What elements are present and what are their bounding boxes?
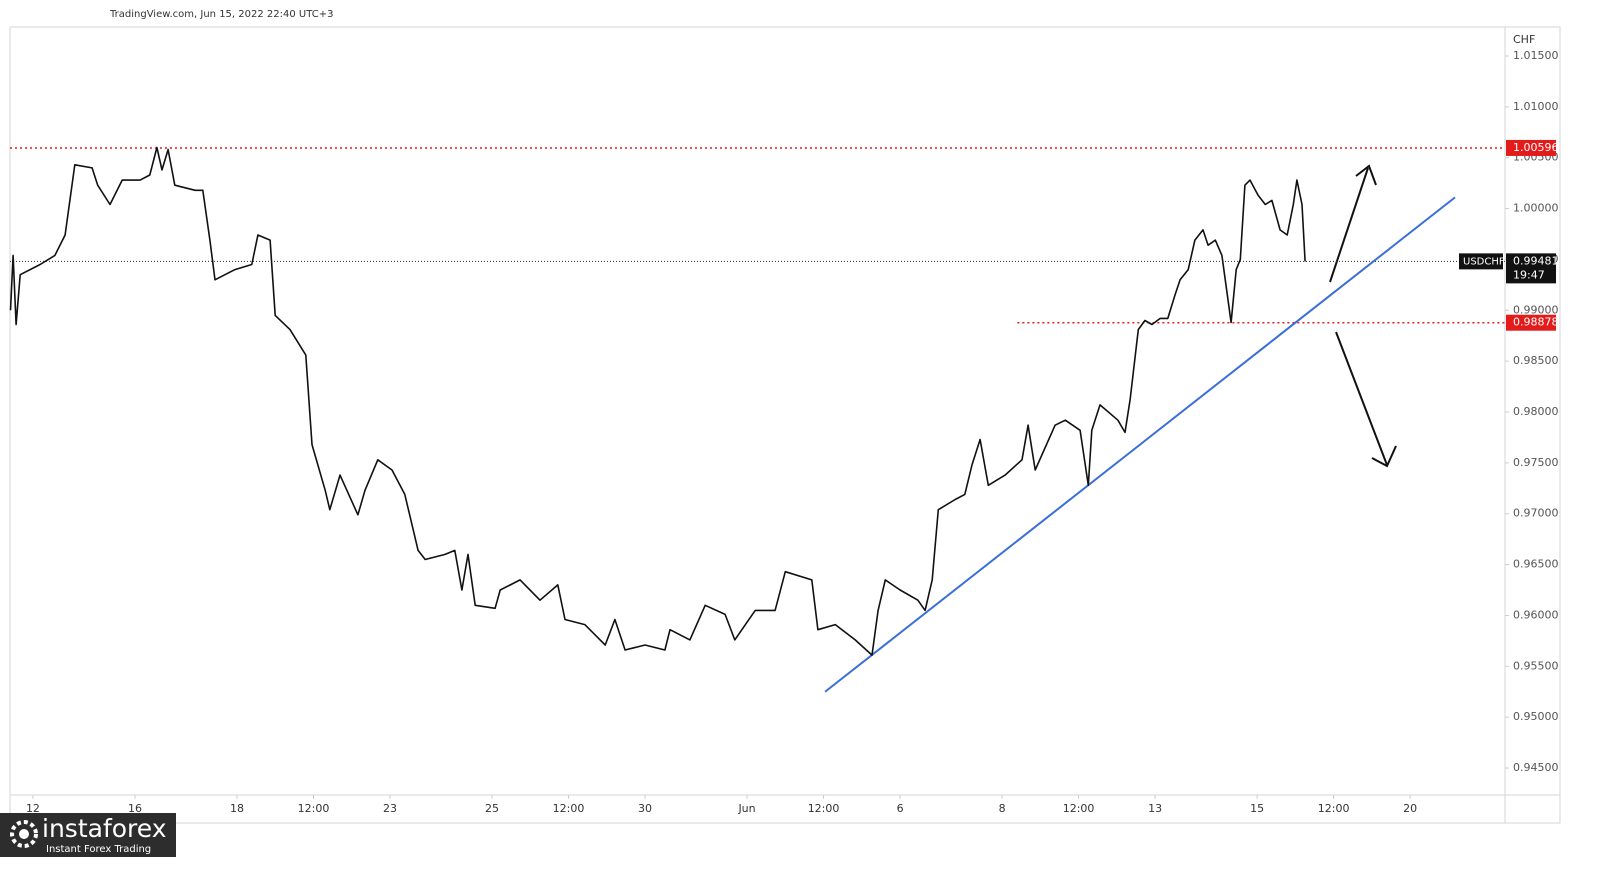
y-tick-label: 0.94500: [1513, 761, 1559, 774]
x-tick-label: Jun: [737, 802, 755, 815]
x-tick-label: 23: [383, 802, 397, 815]
x-tick-label: 16: [128, 802, 142, 815]
x-tick-label: 15: [1250, 802, 1264, 815]
y-tick-label: 0.95000: [1513, 710, 1559, 723]
y-tick-label: 0.99000: [1513, 303, 1559, 316]
trendline: [824, 196, 1456, 693]
price-line: [9, 146, 1306, 656]
support-label-bg: [1506, 314, 1556, 331]
y-tick-label: 1.01500: [1513, 49, 1559, 62]
y-tick-label: 0.95500: [1513, 659, 1559, 672]
x-tick-label: 30: [638, 802, 652, 815]
y-tick-label: 0.96500: [1513, 558, 1559, 571]
x-tick-label: 6: [897, 802, 904, 815]
y-tick-label: 1.01000: [1513, 100, 1559, 113]
x-tick-label: 25: [485, 802, 499, 815]
x-tick-label: 12:00: [1063, 802, 1095, 815]
x-tick-label: 12: [26, 802, 40, 815]
x-tick-label: 12:00: [553, 802, 585, 815]
x-tick-label: 8: [999, 802, 1006, 815]
currency-label: CHF: [1513, 33, 1535, 46]
y-tick-label: 0.97500: [1513, 456, 1559, 469]
symbol-label: USDCHF: [1463, 256, 1505, 267]
symbol-label-bg: [1459, 253, 1503, 270]
y-tick-label: 1.00000: [1513, 202, 1559, 215]
resistance-label: 1.00596: [1513, 141, 1559, 154]
arrow-down: [1335, 331, 1388, 466]
logo-tagline: Instant Forex Trading: [46, 844, 151, 855]
x-tick-label: 18: [230, 802, 244, 815]
arrow-up: [1329, 167, 1369, 283]
logo-brand: instaforex: [42, 814, 167, 843]
logo-icon: [10, 820, 38, 848]
x-tick-label: 12:00: [808, 802, 840, 815]
resistance-label-bg: [1506, 139, 1556, 156]
y-tick-label: 0.98500: [1513, 354, 1559, 367]
arrow-down-head: [1371, 445, 1397, 468]
x-tick-label: 12:00: [1318, 802, 1350, 815]
logo-bg: [0, 813, 176, 857]
arrow-up-head: [1355, 164, 1377, 186]
last-price-label: 0.99481: [1513, 254, 1559, 267]
x-tick-label: 12:00: [298, 802, 330, 815]
y-tick-label: 0.96000: [1513, 608, 1559, 621]
countdown-label: 19:47: [1513, 268, 1545, 281]
last-price-label-bg: [1506, 253, 1556, 284]
x-tick-label: 20: [1403, 802, 1417, 815]
header: TradingView.com, Jun 15, 2022 22:40 UTC+…: [109, 9, 333, 20]
arrows: [1329, 164, 1397, 468]
support-label: 0.98878: [1513, 316, 1559, 329]
x-tick-label: 13: [1148, 802, 1162, 815]
y-tick-label: 0.97000: [1513, 507, 1559, 520]
logo: instaforex Instant Forex Trading: [0, 813, 176, 857]
logo-icon-core: [19, 829, 29, 839]
chart-frame: [9, 26, 1561, 824]
y-tick-label: 0.98000: [1513, 405, 1559, 418]
